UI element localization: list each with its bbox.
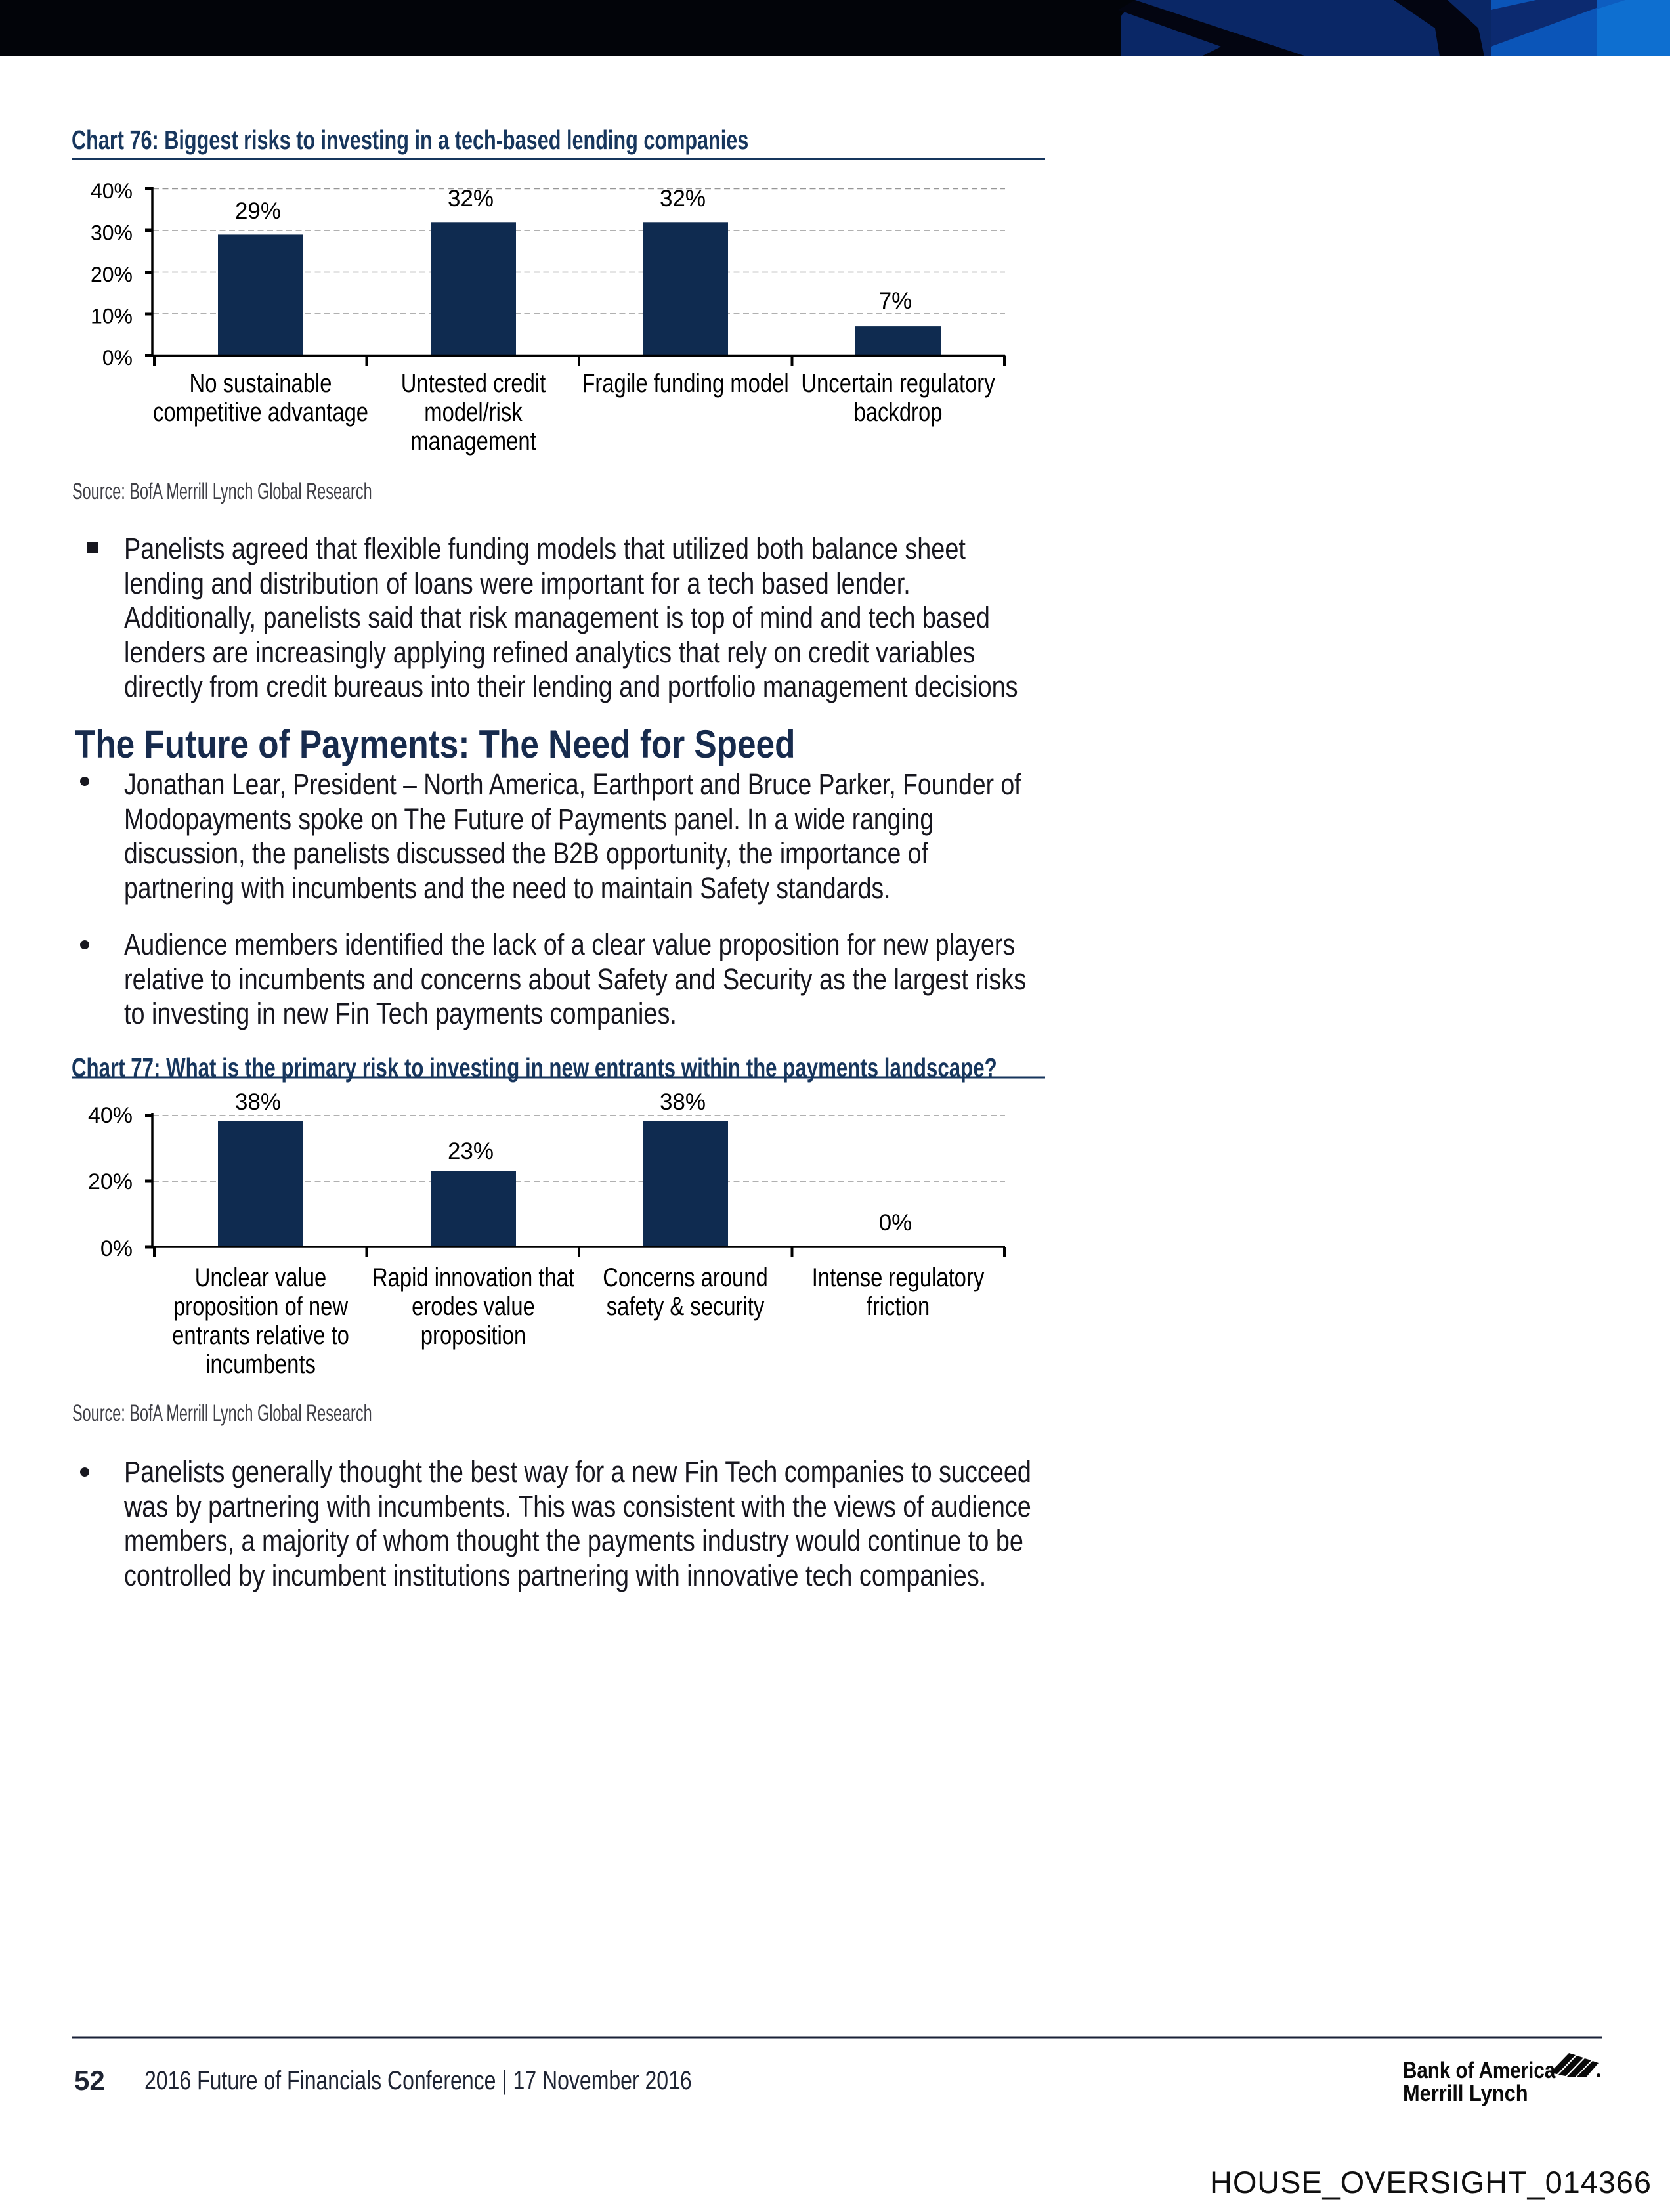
- svg-text:7%: 7%: [879, 288, 912, 314]
- svg-text:backdrop: backdrop: [854, 397, 943, 427]
- svg-text:30%: 30%: [91, 221, 133, 245]
- svg-text:Rapid innovation that: Rapid innovation that: [372, 1263, 574, 1292]
- svg-text:safety & security: safety & security: [607, 1291, 765, 1321]
- svg-text:29%: 29%: [235, 198, 281, 224]
- svg-text:Untested credit: Untested credit: [401, 368, 546, 398]
- svg-text:0%: 0%: [879, 1210, 912, 1236]
- svg-text:Intense regulatory: Intense regulatory: [812, 1263, 985, 1292]
- svg-text:32%: 32%: [660, 186, 706, 211]
- svg-text:Unclear value: Unclear value: [195, 1263, 326, 1292]
- svg-text:entrants relative to: entrants relative to: [172, 1320, 349, 1350]
- svg-text:Fragile funding model: Fragile funding model: [582, 368, 788, 398]
- svg-text:incumbents: incumbents: [205, 1349, 316, 1379]
- svg-text:0%: 0%: [102, 346, 133, 370]
- svg-text:management: management: [410, 426, 536, 456]
- svg-text:erodes value: erodes value: [412, 1291, 535, 1321]
- svg-text:proposition of new: proposition of new: [173, 1291, 349, 1321]
- svg-text:20%: 20%: [91, 263, 133, 286]
- svg-text:32%: 32%: [448, 186, 494, 211]
- svg-text:competitive advantage: competitive advantage: [153, 397, 368, 427]
- svg-text:40%: 40%: [88, 1103, 133, 1128]
- svg-text:38%: 38%: [660, 1089, 706, 1115]
- svg-text:10%: 10%: [91, 305, 133, 328]
- svg-text:friction: friction: [867, 1291, 930, 1321]
- svg-text:20%: 20%: [88, 1169, 133, 1194]
- svg-text:model/risk: model/risk: [424, 397, 523, 427]
- svg-text:proposition: proposition: [421, 1320, 526, 1350]
- svg-text:No sustainable: No sustainable: [190, 368, 332, 398]
- svg-text:0%: 0%: [100, 1236, 133, 1261]
- svg-text:40%: 40%: [91, 179, 133, 203]
- svg-text:38%: 38%: [235, 1089, 281, 1115]
- svg-text:Uncertain regulatory: Uncertain regulatory: [801, 368, 995, 398]
- svg-text:23%: 23%: [448, 1139, 494, 1164]
- svg-text:Concerns around: Concerns around: [603, 1263, 768, 1292]
